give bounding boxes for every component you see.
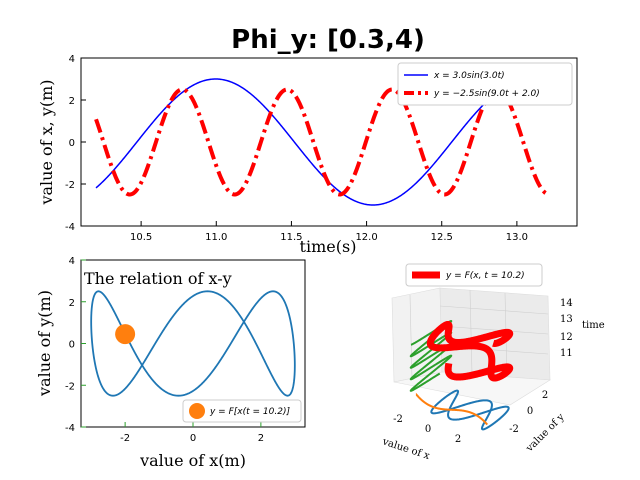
series-y-line [94,87,548,197]
3d-legend: y = F(x, t = 10.2) [405,263,543,287]
xy-y-tick-label: 2 [69,298,75,309]
legend-entry-y: y = −2.5sin(9.0t + 2.0) [433,89,540,99]
top-y-tick-label: 0 [69,138,75,149]
top-time-series-chart: 10.5 11.0 11.5 12.0 12.5 13.0 -4 -2 0 2 4 x = 3.0s… [37,54,578,256]
legend-entry-x: x = 3.0sin(3.0t) [433,71,505,81]
top-y-tick-label: 4 [69,54,75,65]
xy-lissajous-curve [90,290,296,397]
3d-trajectory [426,320,514,382]
3d-z-tick-label: 14 [560,298,573,309]
series-x-line [95,78,548,206]
top-y-axis-label: value of x, y(m) [37,79,56,205]
3d-yz-projection [415,392,488,426]
top-y-tick-label: -2 [65,180,75,191]
xy-legend: y = F[x(t = 10.2)] [182,399,302,423]
top-y-tick-label: -4 [65,222,75,233]
xy-x-tick-label: 0 [190,433,196,444]
xy-y-tick-label: 4 [69,256,75,267]
xy-legend-swatch [189,403,205,419]
3d-legend-box [405,263,543,287]
figure-title: Phi_y: [0.3,4) [231,25,425,55]
xy-y-axis-label: value of y(m) [35,290,54,397]
xy-legend-box [182,399,302,423]
top-x-axis-label: time(s) [300,237,357,256]
3d-x-tick-label: -2 [393,414,403,425]
top-x-tick-label: 13.0 [506,232,528,243]
top-x-tick-label: 11.0 [205,232,227,243]
3d-y-tick-label: 0 [527,406,533,417]
3d-x-tick-label: 2 [455,434,461,445]
top-x-tick-label: 11.5 [280,232,302,243]
xy-y-tick-label: 0 [69,340,75,351]
3d-y-tick-label: 2 [542,390,548,401]
xy-legend-entry: y = F[x(t = 10.2)] [209,407,290,417]
top-legend: x = 3.0sin(3.0t) y = −2.5sin(9.0t + 2.0) [397,62,573,106]
top-y-tick-label: 2 [69,96,75,107]
xy-annotation: The relation of x-y [84,269,232,288]
3d-y-tick-label: -2 [509,424,519,435]
xy-x-axis-label: value of x(m) [139,451,246,470]
top-x-tick-label: 10.5 [130,232,152,243]
top-x-tick-label: 12.0 [355,232,377,243]
xy-x-tick-label: -2 [120,433,130,444]
3d-z-tick-label: 11 [560,348,573,359]
3d-x-tick-label: 0 [425,424,431,435]
3d-floor-pane [393,371,551,406]
3d-z-tick-label: 13 [560,314,573,325]
xy-y-tick-label: -2 [65,381,75,392]
3d-z-axis-label: time [582,320,605,331]
top-x-tick-label: 12.5 [431,232,453,243]
xy-y-tick-label: -4 [65,423,75,434]
3d-z-tick-label: 12 [560,332,573,343]
top-legend-box [397,62,573,106]
xy-x-tick-label: 2 [258,433,264,444]
xy-current-point-marker [115,324,136,345]
3d-legend-entry: y = F(x, t = 10.2) [445,271,525,281]
xy-relation-chart: -2 0 2 -4 -2 0 2 4 The relation of x-y y = F[x(… [35,256,306,470]
